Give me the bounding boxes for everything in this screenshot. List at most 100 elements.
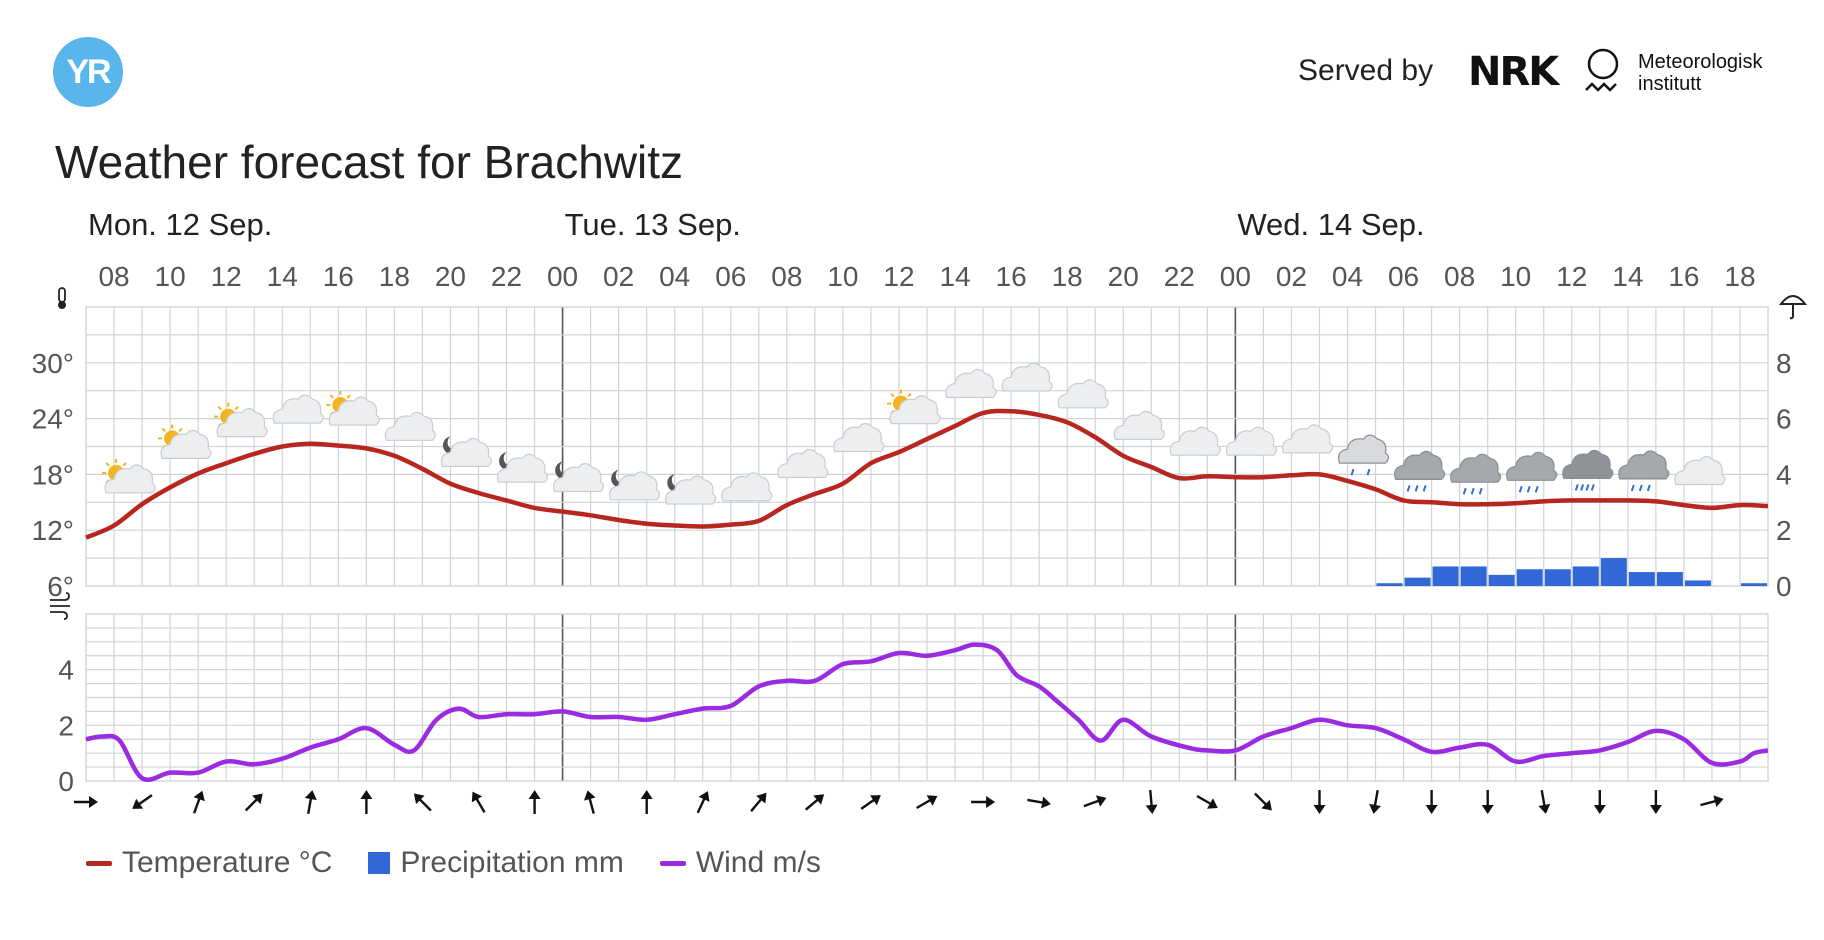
moon-shape bbox=[611, 469, 629, 488]
wind-arrow-icon bbox=[304, 790, 317, 815]
cloud-shape bbox=[665, 475, 717, 505]
hour-tick-label: 10 bbox=[1500, 261, 1531, 292]
cloud-shape bbox=[1506, 451, 1558, 481]
rain-drop bbox=[1350, 468, 1355, 476]
precipitation-bar bbox=[1432, 566, 1459, 586]
hour-tick-label: 08 bbox=[1444, 261, 1475, 292]
cloud-shape bbox=[777, 448, 829, 479]
sun-cloud-icon bbox=[326, 391, 380, 426]
wind-arrow-icon bbox=[750, 792, 767, 812]
precipitation-bars bbox=[1376, 558, 1767, 586]
day-label: Tue. 13 Sep. bbox=[565, 207, 741, 242]
rain-drop bbox=[1406, 485, 1411, 492]
wind-arrow-icon bbox=[132, 794, 153, 809]
hour-tick-label: 12 bbox=[1556, 261, 1587, 292]
page-title: Weather forecast for Brachwitz bbox=[55, 136, 684, 188]
precipitation-bar bbox=[1656, 572, 1683, 586]
precipitation-tick-label: 2 bbox=[1776, 515, 1792, 546]
wind-arrow-icon bbox=[360, 790, 373, 814]
cloud-shape bbox=[384, 411, 436, 441]
rain-drop bbox=[1518, 485, 1523, 493]
wind-arrow-icon bbox=[696, 791, 710, 814]
wind-arrow-icon bbox=[640, 790, 653, 814]
wind-arrow-icon bbox=[1196, 794, 1218, 809]
cloud-icon bbox=[1169, 426, 1221, 456]
wind-line bbox=[85, 642, 1769, 782]
legend-swatch bbox=[659, 860, 686, 866]
cloud-icon bbox=[721, 472, 773, 502]
wind-arrow-icon bbox=[1313, 790, 1326, 814]
wind-arrow-icon bbox=[1593, 790, 1606, 814]
yr-logo[interactable]: YR bbox=[53, 37, 123, 107]
rain-drop bbox=[1478, 487, 1483, 495]
rain-drop bbox=[1470, 487, 1475, 495]
cloud-icon bbox=[1057, 379, 1109, 409]
sun-ray bbox=[329, 394, 334, 399]
rain-drop bbox=[1414, 485, 1419, 492]
moon-shape bbox=[555, 461, 573, 480]
wind-arrow-icon bbox=[1425, 790, 1438, 814]
precipitation-tick-label: 8 bbox=[1776, 348, 1792, 379]
met-institute-logo-icon[interactable] bbox=[1583, 46, 1623, 102]
hour-tick-label: 16 bbox=[323, 261, 354, 292]
cloud-shape bbox=[104, 464, 156, 494]
cloud-shape bbox=[272, 394, 324, 424]
precipitation-bar bbox=[1572, 566, 1599, 586]
cloud-shape bbox=[1394, 450, 1446, 480]
rain-drop bbox=[1526, 485, 1531, 493]
sun-ray bbox=[346, 394, 351, 399]
hour-tick-label: 18 bbox=[1724, 261, 1755, 292]
nrk-logo[interactable]: NRK bbox=[1468, 49, 1559, 95]
wind-arrow-icon bbox=[916, 795, 938, 810]
met-institute-name[interactable]: Meteorologisk institutt bbox=[1638, 51, 1763, 95]
wind-arrow-icon bbox=[584, 790, 596, 814]
day-label: Mon. 12 Sep. bbox=[88, 207, 272, 242]
precipitation-bar bbox=[1488, 574, 1515, 586]
hour-tick-label: 20 bbox=[435, 261, 466, 292]
cloud-shape bbox=[1281, 424, 1334, 454]
rain-drop bbox=[1580, 484, 1585, 491]
moon-cloud-icon bbox=[609, 469, 661, 501]
hour-tick-label: 22 bbox=[491, 261, 522, 292]
wind-arrows bbox=[74, 789, 1724, 815]
hour-tick-label: 06 bbox=[1388, 261, 1419, 292]
cloud-shape bbox=[721, 472, 773, 502]
temperature-line bbox=[85, 408, 1769, 540]
umbrella-icon bbox=[1778, 295, 1808, 320]
hour-tick-label: 02 bbox=[603, 261, 634, 292]
rain-icon bbox=[1394, 450, 1446, 492]
rain-drop bbox=[1534, 485, 1539, 493]
wind-arrow-icon bbox=[971, 796, 996, 808]
hour-tick-label: 14 bbox=[1612, 261, 1643, 292]
rain-drop bbox=[1462, 487, 1467, 495]
wind-tick-label: 0 bbox=[58, 766, 74, 797]
legend-swatch bbox=[368, 852, 391, 874]
rain-drop bbox=[1366, 468, 1371, 476]
cloud-shape bbox=[1225, 426, 1277, 456]
light-rain-icon bbox=[1337, 434, 1390, 476]
precipitation-bar bbox=[1516, 569, 1543, 586]
cloud-icon bbox=[945, 368, 997, 399]
rain-icon bbox=[1450, 453, 1502, 495]
sun-ray bbox=[907, 392, 912, 398]
hour-tick-label: 14 bbox=[939, 261, 970, 292]
hour-tick-label: 12 bbox=[883, 261, 914, 292]
cloud-shape bbox=[1169, 426, 1221, 456]
hour-tick-label: 20 bbox=[1108, 261, 1139, 292]
day-label: Wed. 14 Sep. bbox=[1237, 207, 1424, 242]
sun-ray bbox=[161, 427, 166, 433]
hour-tick-label: 10 bbox=[155, 261, 186, 292]
wind-arrow-icon bbox=[413, 793, 432, 812]
wind-arrow-icon bbox=[1083, 795, 1107, 808]
wind-arrow-icon bbox=[1538, 789, 1551, 814]
sun-ray bbox=[234, 405, 239, 411]
cloud-shape bbox=[1450, 453, 1502, 483]
temperature-tick-label: 24° bbox=[32, 404, 74, 435]
cloud-shape bbox=[833, 422, 885, 453]
hour-tick-label: 22 bbox=[1164, 261, 1195, 292]
precipitation-bar bbox=[1404, 577, 1431, 586]
rain-drop bbox=[1422, 485, 1427, 492]
cloud-shape bbox=[1001, 362, 1053, 392]
rain-drop bbox=[1646, 484, 1651, 492]
cloud-shape bbox=[889, 395, 941, 425]
